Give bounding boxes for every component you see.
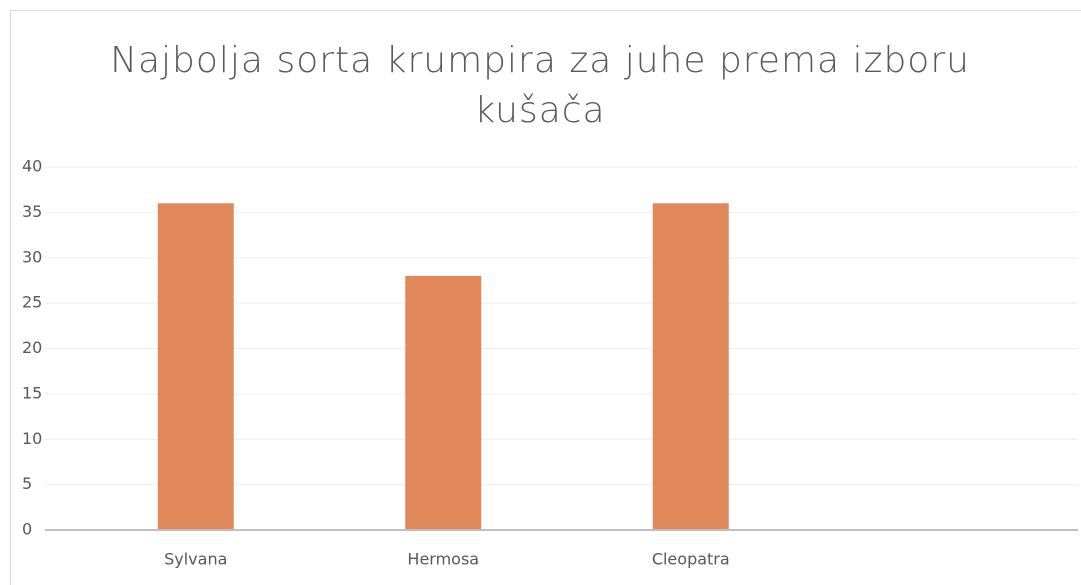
y-tick-label: 25 — [22, 293, 42, 312]
y-tick-label: 10 — [22, 429, 42, 448]
chart-frame — [10, 10, 1081, 585]
x-tick-label: Sylvana — [164, 550, 227, 569]
y-tick-label: 15 — [22, 383, 42, 402]
chart-title: Najbolja sorta krumpira za juhe prema iz… — [110, 40, 970, 131]
bar — [652, 203, 729, 531]
y-tick-label: 30 — [22, 247, 42, 266]
bar — [157, 203, 234, 531]
y-tick-label: 35 — [22, 202, 42, 221]
bar — [405, 275, 482, 530]
y-tick-label: 20 — [22, 338, 42, 357]
x-tick-label: Hermosa — [407, 550, 479, 569]
y-tick-label: 0 — [22, 520, 32, 539]
y-tick-label: 5 — [22, 474, 32, 493]
x-tick-label: Cleopatra — [652, 550, 730, 569]
y-tick-label: 40 — [22, 157, 42, 176]
